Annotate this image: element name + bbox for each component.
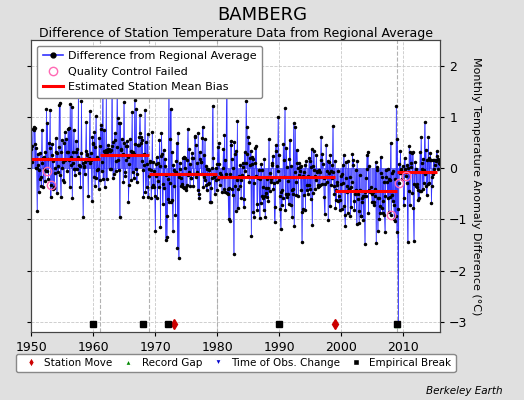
Y-axis label: Monthly Temperature Anomaly Difference (°C): Monthly Temperature Anomaly Difference (…: [472, 57, 482, 315]
Text: Berkeley Earth: Berkeley Earth: [427, 386, 503, 396]
Text: BAMBERG: BAMBERG: [217, 6, 307, 24]
Title: Difference of Station Temperature Data from Regional Average: Difference of Station Temperature Data f…: [39, 27, 433, 40]
Legend: Station Move, Record Gap, Time of Obs. Change, Empirical Break: Station Move, Record Gap, Time of Obs. C…: [16, 354, 455, 372]
